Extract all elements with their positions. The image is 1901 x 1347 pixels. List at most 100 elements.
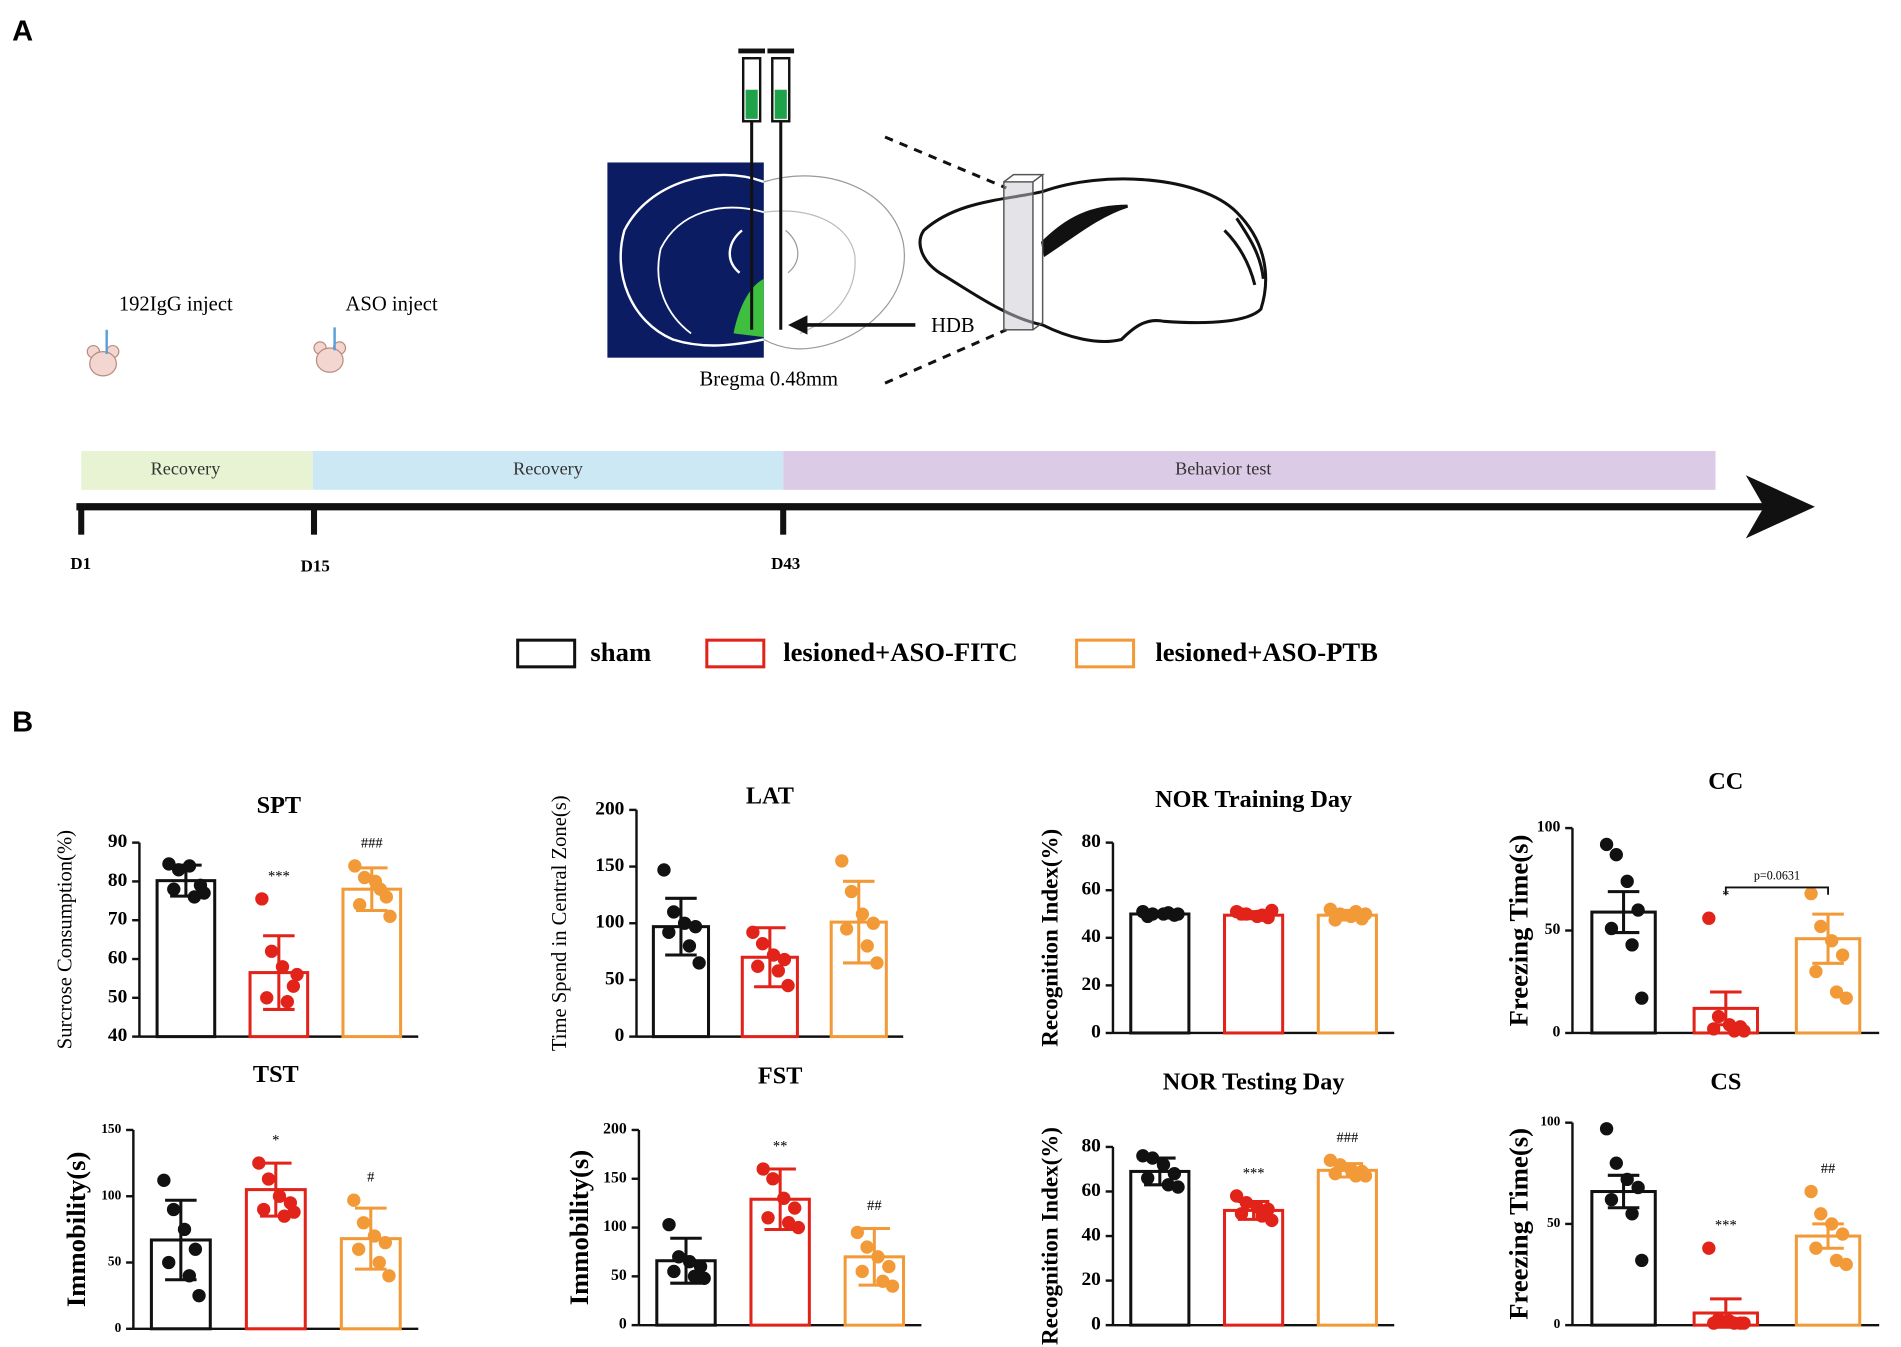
data-point xyxy=(882,1259,896,1274)
data-point xyxy=(280,995,295,1009)
y-tick-label: 60 xyxy=(108,947,127,968)
y-tick-label: 90 xyxy=(108,831,127,852)
data-point xyxy=(257,1202,271,1217)
legend-label: lesioned+ASO-FITC xyxy=(783,637,1017,667)
data-point xyxy=(1234,907,1249,921)
data-point xyxy=(1358,907,1373,921)
mouse-icon xyxy=(86,327,347,377)
data-point xyxy=(347,1193,361,1207)
significance-label: ### xyxy=(361,835,383,851)
bar xyxy=(1316,913,1378,1035)
data-point xyxy=(755,936,770,951)
y-tick-label: 80 xyxy=(1081,1135,1100,1156)
y-tick-label: 200 xyxy=(603,1121,627,1138)
data-point xyxy=(1631,903,1645,917)
data-point xyxy=(275,960,290,974)
data-point xyxy=(1737,1316,1751,1330)
data-point xyxy=(1599,837,1614,852)
data-point xyxy=(1707,1022,1721,1036)
data-point xyxy=(662,1217,676,1232)
data-point xyxy=(855,1264,869,1279)
data-point xyxy=(756,1162,770,1176)
bar xyxy=(1794,1234,1862,1327)
data-point xyxy=(182,859,197,873)
chart-title: NOR Training Day xyxy=(1155,786,1352,813)
phase-label: Recovery xyxy=(151,459,222,479)
data-point xyxy=(1328,913,1342,927)
data-point xyxy=(1609,848,1623,862)
bar xyxy=(1316,1168,1378,1327)
data-point xyxy=(157,1173,171,1187)
phase-label: Behavior test xyxy=(1175,459,1271,479)
y-tick-label: 150 xyxy=(595,855,624,876)
data-point xyxy=(688,919,703,934)
data-point xyxy=(177,1222,192,1237)
data-point xyxy=(870,956,884,970)
bar xyxy=(1223,913,1285,1035)
data-point xyxy=(1825,1217,1839,1231)
data-point xyxy=(682,1255,697,1269)
data-point xyxy=(1635,991,1649,1005)
data-point xyxy=(1839,1257,1853,1272)
y-tick-label: 20 xyxy=(1081,1269,1100,1290)
data-point xyxy=(1358,1169,1373,1183)
data-point xyxy=(353,898,367,912)
data-point xyxy=(850,1225,865,1240)
panel-label: B xyxy=(12,707,33,739)
data-point xyxy=(844,884,859,899)
data-point xyxy=(1141,1171,1155,1185)
data-point xyxy=(885,1279,900,1293)
data-point xyxy=(677,916,692,930)
bar xyxy=(155,879,217,1039)
phase-bar xyxy=(312,451,784,490)
data-point xyxy=(788,1201,802,1215)
data-point xyxy=(188,1242,203,1256)
data-point xyxy=(1349,1169,1363,1183)
phase-bar xyxy=(783,451,1716,490)
data-point xyxy=(667,1264,681,1279)
timeline-arrow xyxy=(1745,475,1815,539)
y-tick-label: 40 xyxy=(1081,1224,1100,1245)
significance-label: *** xyxy=(1715,1218,1737,1234)
data-point xyxy=(1234,1207,1249,1221)
data-point xyxy=(1604,921,1619,936)
y-tick-label: 80 xyxy=(1081,831,1100,852)
data-point xyxy=(357,870,372,885)
data-point xyxy=(657,863,671,877)
y-axis-label: Recognition Index(%) xyxy=(1037,1127,1063,1345)
data-point xyxy=(1141,909,1155,924)
data-point xyxy=(777,1191,791,1205)
sagittal-brain xyxy=(884,135,1268,385)
data-point xyxy=(356,1216,371,1230)
data-point xyxy=(367,1229,382,1243)
data-point xyxy=(166,1202,181,1217)
y-tick-label: 50 xyxy=(108,986,127,1007)
y-axis-label: Time Spend in Central Zone(s) xyxy=(549,795,571,1051)
data-point xyxy=(1737,1024,1751,1038)
data-point xyxy=(1145,1151,1160,1165)
data-point xyxy=(1804,1184,1818,1199)
y-axis-label: Freezing Time(s) xyxy=(1504,1128,1534,1320)
data-point xyxy=(839,922,854,936)
data-point xyxy=(1835,1227,1850,1241)
data-point xyxy=(1804,886,1818,901)
y-tick-label: 50 xyxy=(1545,921,1561,938)
y-tick-label: 50 xyxy=(605,968,624,989)
y-tick-label: 50 xyxy=(1547,1215,1561,1230)
data-point xyxy=(383,909,397,924)
data-point xyxy=(1625,1207,1639,1221)
data-point xyxy=(1829,985,1844,999)
y-tick-label: 70 xyxy=(108,909,127,930)
data-point xyxy=(182,1269,197,1283)
data-point xyxy=(835,854,849,868)
legend-label: sham xyxy=(590,637,651,667)
y-tick-label: 150 xyxy=(101,1121,121,1136)
y-tick-label: 100 xyxy=(1537,819,1561,836)
data-point xyxy=(777,952,792,967)
data-point xyxy=(162,857,176,871)
data-point xyxy=(1265,1213,1279,1228)
data-point xyxy=(372,1255,386,1270)
data-point xyxy=(1835,948,1850,962)
data-point xyxy=(1161,906,1175,920)
